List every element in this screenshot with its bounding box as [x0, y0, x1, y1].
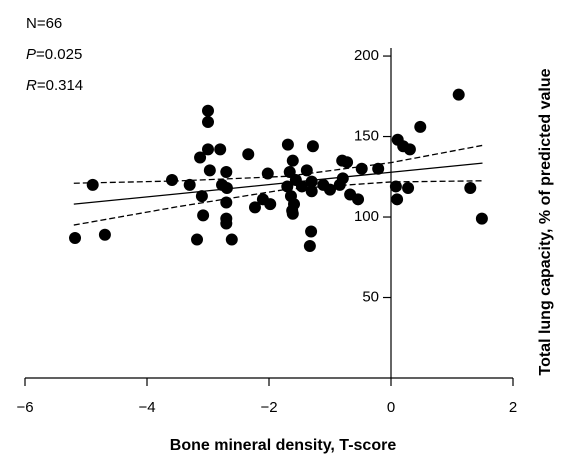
data-point — [166, 174, 179, 186]
data-point — [194, 151, 207, 164]
data-point — [300, 164, 313, 177]
data-point — [414, 120, 427, 133]
data-point — [333, 178, 346, 191]
x-tick-label: −6 — [16, 399, 33, 416]
annotation-text: =0.314 — [37, 77, 83, 94]
data-point — [305, 185, 318, 198]
data-point — [248, 201, 261, 214]
data-point — [288, 198, 301, 211]
x-tick-label: 0 — [387, 399, 395, 416]
data-point — [281, 180, 294, 193]
data-point — [452, 88, 465, 101]
x-tick-label: 2 — [509, 399, 517, 416]
annotation: N=66 — [26, 15, 62, 32]
y-tick-label: 50 — [362, 288, 379, 305]
data-point — [391, 193, 404, 206]
data-point — [261, 167, 274, 180]
data-point — [69, 231, 82, 244]
data-point — [324, 183, 336, 196]
annotation-symbol: P — [26, 46, 36, 63]
data-point — [286, 207, 299, 220]
data-point — [264, 198, 277, 211]
x-tick-label: −2 — [260, 399, 277, 416]
data-point — [295, 180, 308, 193]
data-point — [306, 140, 319, 153]
data-point — [191, 233, 204, 246]
y-tick-label: 150 — [354, 128, 379, 145]
data-point — [286, 154, 299, 167]
annotation-symbol: R — [26, 77, 37, 94]
data-point — [202, 104, 214, 117]
data-point — [389, 180, 402, 193]
y-axis-label: Total lung capacity, % of predicted valu… — [537, 68, 554, 375]
annotation-text: N=66 — [26, 15, 62, 32]
annotation: R=0.314 — [26, 77, 83, 94]
data-point — [464, 182, 477, 195]
data-point — [305, 175, 318, 188]
data-point — [220, 165, 233, 178]
data-point — [202, 143, 214, 156]
data-point — [183, 178, 196, 191]
annotation: P=0.025 — [26, 46, 82, 63]
data-point — [98, 228, 111, 241]
data-point — [220, 182, 233, 195]
data-point — [86, 178, 99, 191]
data-point — [303, 240, 316, 252]
data-point — [197, 209, 210, 222]
confidence-upper — [73, 144, 483, 184]
data-point — [242, 148, 255, 161]
data-point — [281, 138, 294, 151]
y-tick-label: 100 — [354, 208, 379, 225]
data-point — [372, 162, 385, 175]
data-point — [403, 143, 416, 156]
data-point — [220, 196, 233, 209]
data-point — [475, 212, 488, 225]
data-point — [203, 164, 216, 177]
confidence-lower — [73, 180, 483, 226]
data-point — [202, 116, 214, 129]
x-tick-label: −4 — [138, 399, 155, 416]
annotation-text: =0.025 — [36, 46, 82, 63]
regression-line — [73, 162, 483, 205]
data-point — [402, 182, 415, 195]
data-point — [220, 217, 233, 230]
data-point — [214, 143, 227, 156]
data-point — [225, 233, 238, 246]
data-point — [195, 190, 208, 203]
data-point — [355, 162, 368, 175]
y-tick-label: 200 — [354, 47, 379, 64]
data-point — [341, 156, 354, 169]
data-point — [305, 225, 318, 238]
data-point — [352, 193, 365, 206]
x-axis-label: Bone mineral density, T-score — [170, 437, 397, 454]
